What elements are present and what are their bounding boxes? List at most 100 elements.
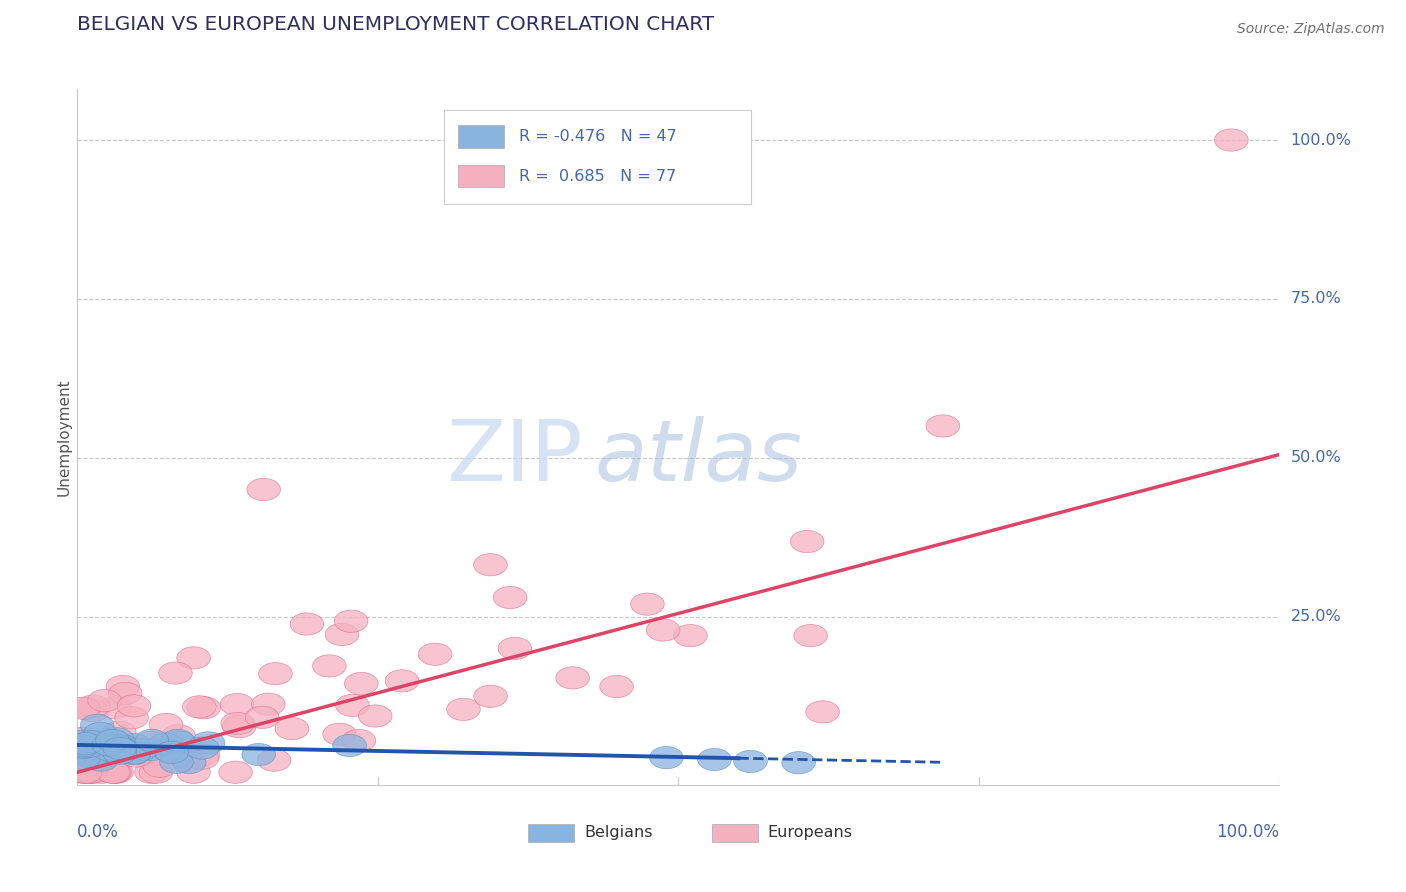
Ellipse shape bbox=[103, 742, 136, 764]
Ellipse shape bbox=[312, 655, 346, 677]
Text: Europeans: Europeans bbox=[768, 825, 852, 840]
Ellipse shape bbox=[782, 752, 815, 774]
Ellipse shape bbox=[76, 761, 110, 783]
Ellipse shape bbox=[734, 750, 768, 772]
Ellipse shape bbox=[67, 761, 101, 783]
Ellipse shape bbox=[221, 713, 254, 735]
Ellipse shape bbox=[794, 624, 828, 647]
Ellipse shape bbox=[84, 749, 118, 772]
Text: 0.0%: 0.0% bbox=[77, 823, 120, 841]
Ellipse shape bbox=[103, 721, 136, 743]
Ellipse shape bbox=[66, 736, 100, 758]
Text: BELGIAN VS EUROPEAN UNEMPLOYMENT CORRELATION CHART: BELGIAN VS EUROPEAN UNEMPLOYMENT CORRELA… bbox=[77, 14, 714, 34]
Ellipse shape bbox=[120, 745, 153, 767]
FancyBboxPatch shape bbox=[444, 110, 751, 204]
Ellipse shape bbox=[135, 731, 169, 754]
Ellipse shape bbox=[118, 742, 152, 764]
Ellipse shape bbox=[97, 697, 131, 719]
Text: 50.0%: 50.0% bbox=[1291, 450, 1341, 466]
Ellipse shape bbox=[96, 761, 129, 783]
Ellipse shape bbox=[100, 761, 134, 783]
Ellipse shape bbox=[335, 610, 368, 632]
Ellipse shape bbox=[93, 739, 127, 761]
Ellipse shape bbox=[806, 701, 839, 723]
Text: 100.0%: 100.0% bbox=[1291, 133, 1351, 147]
Ellipse shape bbox=[139, 761, 173, 783]
Ellipse shape bbox=[66, 735, 100, 757]
Ellipse shape bbox=[186, 747, 219, 769]
Ellipse shape bbox=[418, 643, 451, 665]
Ellipse shape bbox=[219, 761, 252, 783]
FancyBboxPatch shape bbox=[711, 824, 758, 842]
Ellipse shape bbox=[69, 761, 103, 783]
Ellipse shape bbox=[115, 706, 149, 729]
Ellipse shape bbox=[117, 695, 150, 717]
Ellipse shape bbox=[72, 735, 105, 757]
Text: Source: ZipAtlas.com: Source: ZipAtlas.com bbox=[1237, 22, 1385, 37]
Ellipse shape bbox=[84, 761, 118, 783]
Ellipse shape bbox=[177, 647, 211, 669]
Ellipse shape bbox=[101, 735, 135, 757]
Ellipse shape bbox=[89, 728, 122, 750]
Ellipse shape bbox=[673, 624, 707, 647]
Ellipse shape bbox=[359, 705, 392, 727]
FancyBboxPatch shape bbox=[529, 824, 574, 842]
Ellipse shape bbox=[631, 593, 664, 615]
Ellipse shape bbox=[173, 751, 207, 773]
Ellipse shape bbox=[222, 715, 256, 738]
Ellipse shape bbox=[474, 554, 508, 576]
Ellipse shape bbox=[105, 675, 139, 698]
Ellipse shape bbox=[162, 731, 195, 753]
Ellipse shape bbox=[66, 747, 100, 770]
Ellipse shape bbox=[242, 743, 276, 765]
Ellipse shape bbox=[89, 744, 122, 766]
Ellipse shape bbox=[108, 682, 142, 705]
Text: R = -0.476   N = 47: R = -0.476 N = 47 bbox=[519, 129, 676, 144]
Ellipse shape bbox=[159, 662, 193, 684]
Text: Belgians: Belgians bbox=[585, 825, 654, 840]
Ellipse shape bbox=[66, 698, 100, 720]
Ellipse shape bbox=[67, 741, 101, 764]
Ellipse shape bbox=[143, 756, 177, 777]
Ellipse shape bbox=[75, 731, 107, 753]
Ellipse shape bbox=[96, 730, 129, 752]
Ellipse shape bbox=[69, 732, 103, 755]
Ellipse shape bbox=[697, 748, 731, 771]
Ellipse shape bbox=[187, 697, 221, 719]
Ellipse shape bbox=[498, 637, 531, 659]
Ellipse shape bbox=[100, 728, 134, 750]
Ellipse shape bbox=[555, 667, 589, 689]
Text: ZIP: ZIP bbox=[446, 417, 582, 500]
Text: atlas: atlas bbox=[595, 417, 803, 500]
Ellipse shape bbox=[186, 737, 219, 759]
Ellipse shape bbox=[155, 741, 188, 764]
Ellipse shape bbox=[257, 749, 291, 772]
Ellipse shape bbox=[86, 739, 120, 760]
Ellipse shape bbox=[86, 732, 120, 755]
Ellipse shape bbox=[73, 761, 107, 783]
Ellipse shape bbox=[66, 727, 100, 749]
FancyBboxPatch shape bbox=[458, 126, 505, 148]
Ellipse shape bbox=[117, 733, 150, 756]
Ellipse shape bbox=[66, 731, 100, 752]
Text: R =  0.685   N = 77: R = 0.685 N = 77 bbox=[519, 169, 676, 184]
Ellipse shape bbox=[276, 717, 309, 739]
Ellipse shape bbox=[75, 746, 108, 768]
Ellipse shape bbox=[183, 696, 217, 718]
Ellipse shape bbox=[186, 744, 219, 765]
Ellipse shape bbox=[162, 724, 195, 747]
Ellipse shape bbox=[125, 739, 159, 761]
Text: 75.0%: 75.0% bbox=[1291, 292, 1341, 306]
Ellipse shape bbox=[790, 531, 824, 553]
Ellipse shape bbox=[259, 663, 292, 685]
Ellipse shape bbox=[342, 730, 375, 752]
Ellipse shape bbox=[447, 698, 481, 721]
Ellipse shape bbox=[252, 693, 285, 715]
Ellipse shape bbox=[97, 741, 131, 764]
Y-axis label: Unemployment: Unemployment bbox=[56, 378, 72, 496]
Ellipse shape bbox=[927, 415, 960, 437]
Ellipse shape bbox=[91, 734, 125, 756]
Ellipse shape bbox=[221, 693, 254, 715]
Ellipse shape bbox=[98, 761, 131, 783]
Ellipse shape bbox=[650, 747, 683, 769]
